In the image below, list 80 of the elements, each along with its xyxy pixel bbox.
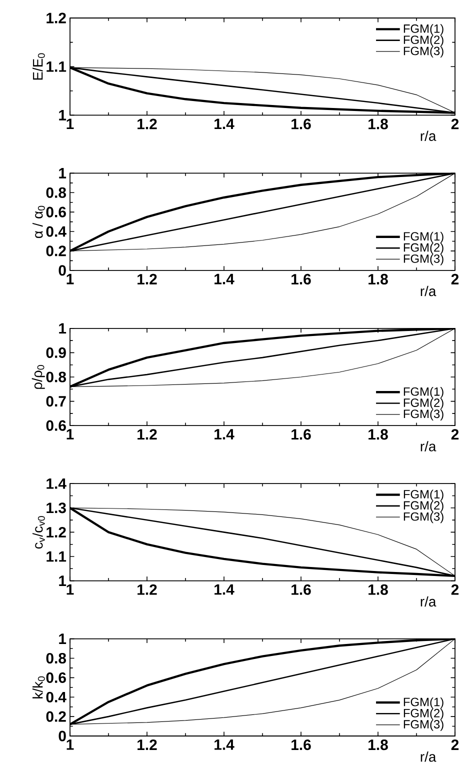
x-tick-label: 1.6: [292, 429, 311, 440]
y-tick-label: 1: [59, 323, 66, 334]
legend-label: FGM(1): [404, 490, 444, 501]
y-tick-label: 0.8: [46, 652, 66, 664]
x-tick-label: 1.4: [214, 118, 234, 129]
x-tick-label: 1: [66, 740, 74, 750]
x-tick-label: 1.8: [368, 429, 388, 440]
x-axis-title: r/a: [420, 441, 436, 452]
y-tick-label: 0.4: [46, 692, 66, 702]
legend-label: FGM(2): [404, 708, 444, 720]
y-tick-label: 1: [59, 168, 66, 178]
x-axis-title: r/a: [420, 752, 436, 762]
x-tick-label: 2: [451, 118, 459, 130]
y-axis-title: c$_{v}$/c$_{v0}$: [32, 516, 45, 549]
x-tick-label: 1.6: [292, 584, 311, 595]
x-tick-label: 1.2: [138, 429, 157, 440]
legend-label: FGM(3): [404, 409, 444, 420]
x-tick-label: 2: [451, 429, 459, 440]
y-tick-label: 1: [59, 634, 66, 644]
legend-label: FGM(2): [404, 35, 444, 46]
legend-label: FGM(3): [404, 720, 444, 731]
y-tick-label: 1.2: [46, 12, 66, 24]
x-tick-label: 2: [451, 584, 459, 595]
y-axis-title: k/k$_{0}$: [32, 676, 45, 698]
y-tick-label: 0: [58, 265, 66, 276]
y-tick-label: 1: [59, 576, 66, 586]
y-tick-label: 1.4: [46, 478, 66, 489]
y-tick-label: 0.7: [46, 396, 66, 407]
legend-label: FGM(1): [404, 387, 444, 398]
x-tick-label: 1.6: [292, 740, 311, 750]
y-tick-label: 1.1: [46, 551, 66, 562]
x-tick-label: 1: [66, 584, 74, 595]
x-tick-label: 1.6: [292, 274, 311, 284]
y-tick-label: 0.6: [46, 420, 66, 431]
y-tick-label: 0.6: [46, 206, 66, 218]
y-tick-label: 0.2: [46, 711, 66, 722]
x-tick-label: 1.2: [138, 118, 157, 130]
y-tick-label: 0.2: [46, 246, 66, 256]
x-tick-label: 1.4: [214, 740, 234, 750]
legend-label: FGM(3): [404, 254, 444, 266]
x-axis-title: r/a: [420, 596, 436, 607]
x-tick-label: 1.4: [214, 274, 234, 284]
legend-label: FGM(1): [404, 24, 444, 36]
x-tick-label: 1.6: [292, 118, 311, 130]
legend-label: FGM(1): [404, 232, 444, 243]
y-tick-label: 0.8: [46, 372, 66, 382]
legend-label: FGM(2): [404, 500, 444, 512]
y-tick-label: 0.9: [46, 347, 66, 358]
legend-label: FGM(3): [404, 512, 444, 524]
legend-label: FGM(2): [404, 398, 444, 410]
x-tick-label: 1.8: [368, 740, 388, 750]
y-tick-label: 1.1: [46, 61, 66, 72]
x-tick-label: 1.4: [214, 429, 234, 440]
x-tick-label: 1.8: [368, 274, 388, 284]
x-tick-label: 1: [66, 429, 74, 440]
y-axis-title: E/E$_{0}$: [32, 53, 45, 80]
x-tick-label: 1: [66, 274, 74, 284]
x-tick-label: 1: [66, 118, 74, 129]
y-tick-label: 0: [58, 730, 66, 742]
x-tick-label: 1.2: [138, 274, 157, 284]
y-tick-label: 0.8: [46, 187, 66, 198]
x-tick-label: 1.4: [214, 584, 234, 595]
y-tick-label: 1: [59, 110, 66, 120]
x-tick-label: 1.2: [138, 740, 157, 750]
y-tick-label: 0.6: [46, 672, 66, 683]
x-tick-label: 1.2: [138, 584, 157, 595]
legend-label: FGM(1): [404, 697, 444, 709]
y-tick-label: 1.3: [46, 502, 66, 514]
y-tick-label: 1.2: [46, 526, 66, 538]
y-tick-label: 0.4: [46, 226, 66, 237]
y-axis-title: α / α$_{0}$: [32, 206, 45, 238]
legend-label: FGM(3): [404, 46, 444, 58]
x-axis-title: r/a: [420, 130, 436, 141]
x-tick-label: 2: [451, 274, 459, 284]
y-axis-title: ρ/ρ$_{0}$: [32, 365, 45, 389]
x-tick-label: 2: [451, 740, 459, 750]
x-tick-label: 1.8: [368, 118, 388, 130]
x-axis-title: r/a: [420, 286, 436, 296]
legend-label: FGM(2): [404, 242, 444, 254]
x-tick-label: 1.8: [368, 584, 388, 595]
